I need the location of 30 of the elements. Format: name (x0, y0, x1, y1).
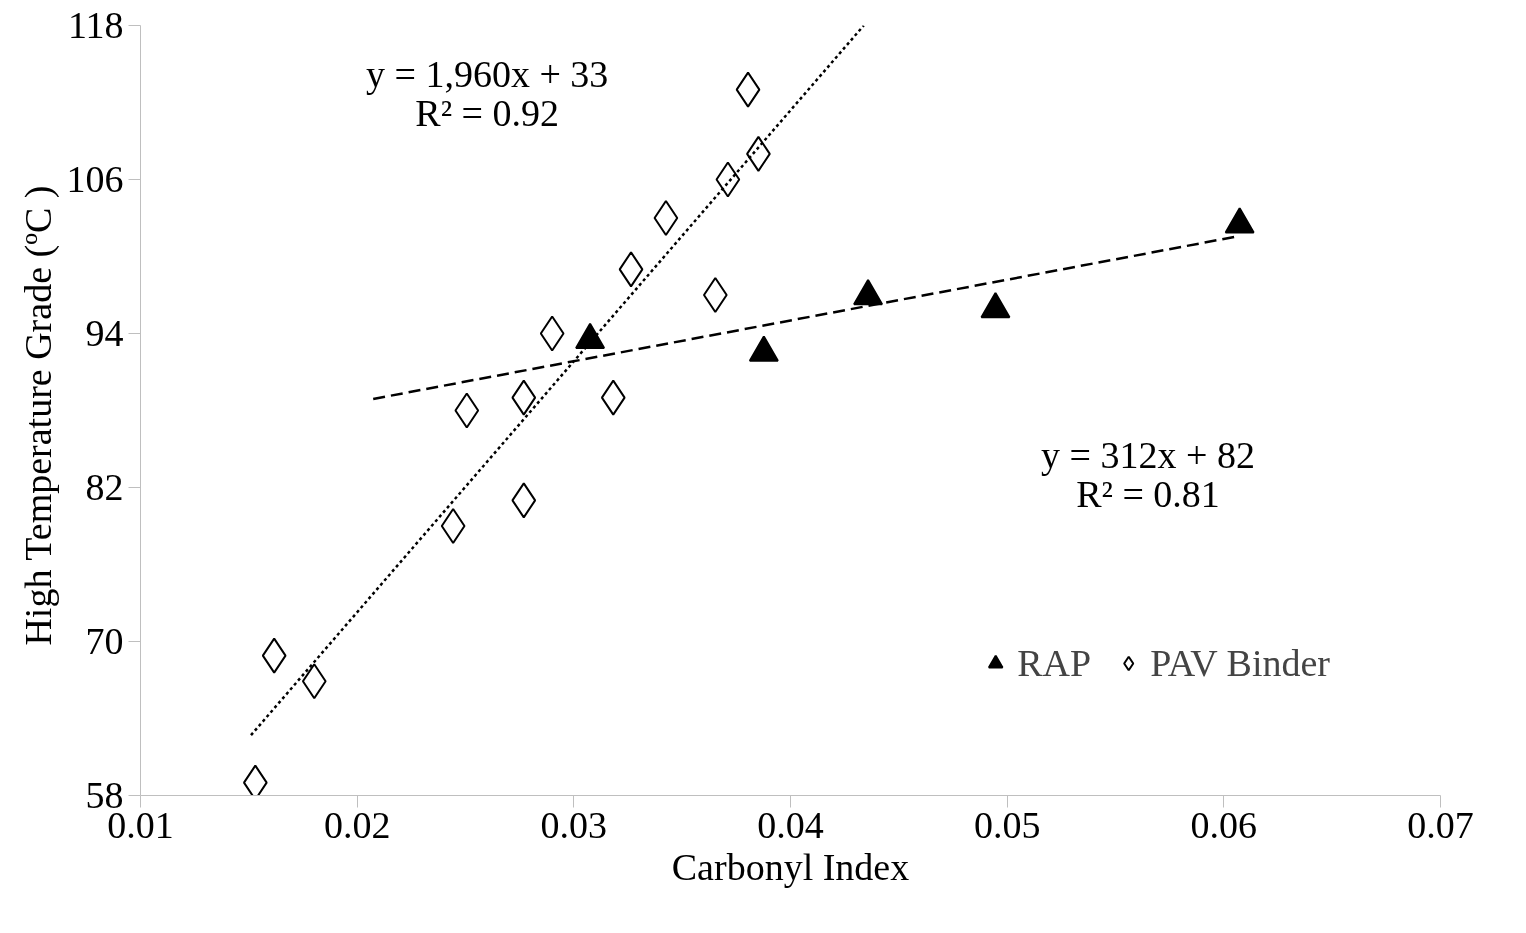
point (261, 637, 287, 674)
point (653, 200, 679, 236)
x-tick-label: 0.02 (323, 803, 391, 846)
x-tick-label: 0.06 (1190, 803, 1258, 846)
point (702, 277, 728, 313)
annotation: y = 312x + 82 R² = 0.81 (1041, 434, 1255, 515)
legend-label: PAV Binder (1150, 641, 1330, 685)
point (440, 508, 466, 544)
point (539, 315, 565, 352)
y-tick-label: 70 (85, 620, 124, 662)
point (454, 392, 480, 429)
y-tick-label: 118 (67, 4, 124, 46)
y-axis-title: High Temperature Grade (ºC ) (16, 185, 60, 646)
x-tick-label: 0.07 (1407, 803, 1474, 846)
annotation: y = 1,960x + 33 R² = 0.92 (365, 53, 609, 134)
y-tick-label: 94 (85, 312, 124, 354)
point (618, 251, 644, 288)
point (735, 71, 761, 108)
point (511, 482, 537, 519)
x-tick-label: 0.04 (757, 803, 824, 846)
point (511, 379, 537, 416)
point (600, 379, 626, 416)
y-tick-label: 82 (85, 466, 124, 508)
legend-label: RAP (1017, 641, 1092, 685)
x-axis-title: Carbonyl Index (671, 845, 910, 888)
point (301, 663, 327, 700)
x-tick-label: 0.03 (540, 803, 608, 846)
x-tick-label: 0.05 (973, 803, 1041, 846)
point (715, 161, 741, 198)
y-tick-label: 106 (66, 158, 124, 200)
